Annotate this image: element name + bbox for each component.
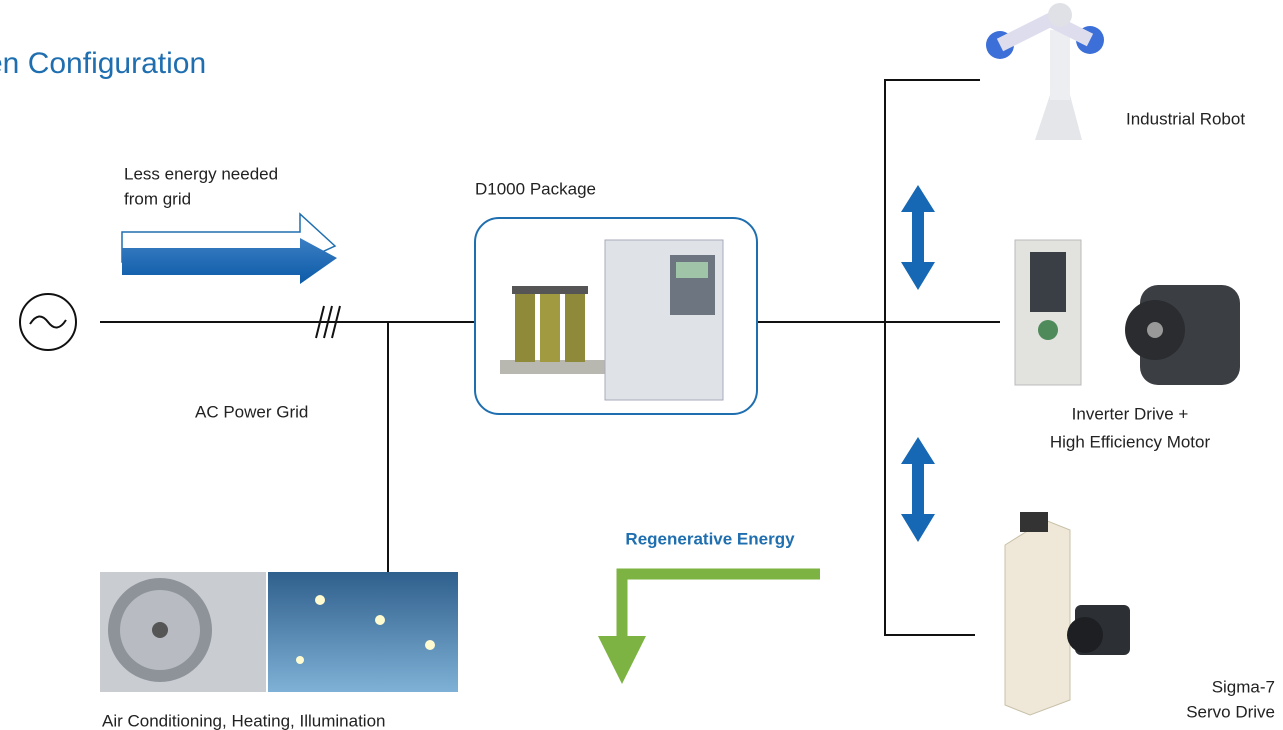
load-label: Industrial Robot — [1126, 109, 1245, 128]
load-label: Servo Drive — [1186, 702, 1275, 721]
drive-image — [604, 239, 724, 401]
load-label: High Efficiency Motor — [1050, 432, 1211, 451]
motor-image — [1125, 285, 1240, 385]
regenerative-arrowhead — [598, 636, 646, 684]
arrow-fill — [122, 238, 337, 284]
load-label: Sigma-7 — [1212, 677, 1275, 696]
title: en Configuration — [0, 47, 206, 80]
bus-bracket — [884, 79, 980, 636]
robot-image — [986, 3, 1104, 140]
regenerative-arrow — [616, 568, 820, 640]
load-label: Inverter Drive + — [1072, 404, 1189, 423]
facility-label: Air Conditioning, Heating, Illumination — [102, 711, 386, 730]
package-label: D1000 Package — [475, 179, 596, 198]
grid-label: AC Power Grid — [195, 402, 308, 421]
lighting-photo — [268, 572, 458, 692]
inverter-image — [1014, 239, 1082, 386]
ac-source — [19, 293, 77, 351]
hvac-photo — [100, 572, 266, 692]
flow-arrow — [901, 185, 935, 542]
sine — [29, 315, 67, 329]
servo-image — [1004, 512, 1130, 716]
arrow-label: from grid — [124, 189, 191, 208]
reactor-image — [500, 286, 606, 374]
arrow-label: Less energy needed — [124, 164, 278, 183]
three-phase-mark — [315, 305, 341, 339]
regenerative-label: Regenerative Energy — [625, 529, 795, 548]
